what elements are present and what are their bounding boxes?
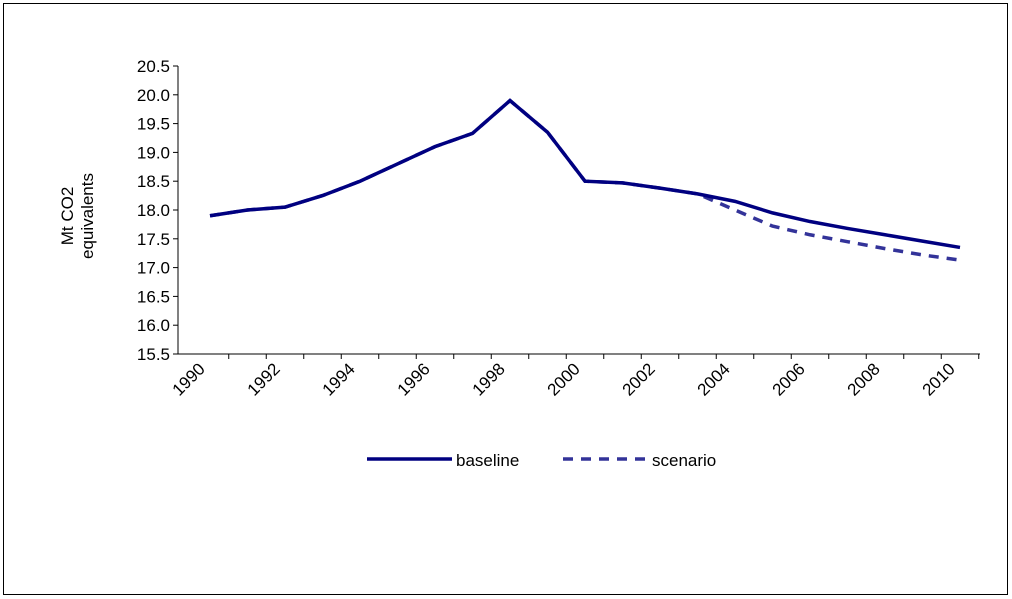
- y-tick-label: 16.0: [137, 316, 170, 335]
- chart-border: [3, 3, 1008, 595]
- y-axis-title: Mt CO2 equivalents: [58, 173, 97, 260]
- y-tick-label: 20.5: [137, 57, 170, 76]
- series-line: [209, 98, 961, 250]
- y-tick-label: 18.0: [137, 201, 170, 220]
- y-tick-label: 20.0: [137, 86, 170, 105]
- legend-label: scenario: [652, 451, 716, 470]
- y-tick-label: 17.0: [137, 259, 170, 278]
- y-tick-label: 19.5: [137, 115, 170, 134]
- legend-label: baseline: [456, 451, 519, 470]
- y-tick-label: 15.5: [137, 345, 170, 364]
- y-tick-label: 19.0: [137, 143, 170, 162]
- y-tick-label: 17.5: [137, 230, 170, 249]
- y-tick-label: 16.5: [137, 287, 170, 306]
- y-tick-label: 18.5: [137, 172, 170, 191]
